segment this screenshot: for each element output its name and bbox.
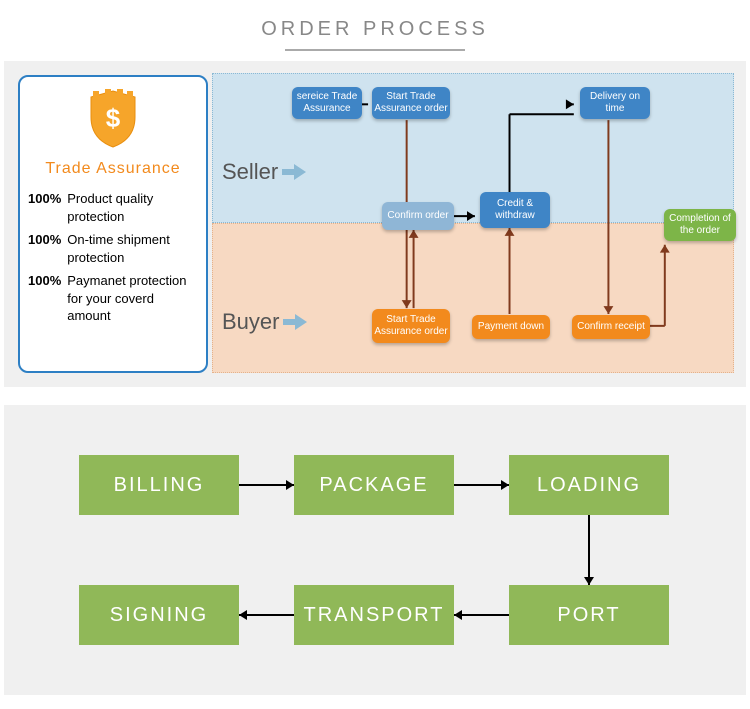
flow-node: Credit & withdraw [480,192,550,228]
flow-node: Confirm order [382,202,454,230]
buyer-band [212,223,734,373]
flow-node: Start Trade Assurance order [372,87,450,119]
seller-band [212,73,734,223]
flow-node: Payment down [472,315,550,339]
arrow-icon [283,317,309,327]
step-box: PACKAGE [294,455,454,515]
step-box: TRANSPORT [294,585,454,645]
step-box: PORT [509,585,669,645]
step-box: BILLING [79,455,239,515]
trade-assurance-title: Trade Assurance [28,160,198,178]
flow-node: Start Trade Assurance order [372,309,450,343]
trade-assurance-panel: Seller Buyer $ Trade Assurance 100% [4,61,746,387]
shipping-steps-panel: BILLING PACKAGE LOADING PORT TRANSPORT SIGNIN… [4,405,746,695]
buyer-label: Buyer [222,309,309,335]
step-box: SIGNING [79,585,239,645]
flow-node: sereice Trade Assurance [292,87,362,119]
bullet-item: 100% On-time shipment protection [28,231,198,266]
seller-label: Seller [222,159,308,185]
step-box: LOADING [509,455,669,515]
bullet-item: 100% Product quality protection [28,190,198,225]
step-arrows [4,405,746,695]
svg-text:$: $ [106,103,121,133]
trade-assurance-card: $ Trade Assurance 100% Product quality p… [18,75,208,373]
bullet-item: 100% Paymanet protection for your coverd… [28,272,198,325]
arrow-icon [282,167,308,177]
page-title: ORDER PROCESS [0,0,750,49]
flow-node: Completion of the order [664,209,736,241]
flow-node: Delivery on time [580,87,650,119]
shield-icon: $ [28,87,198,156]
flow-node: Confirm receipt [572,315,650,339]
title-underline [285,49,465,51]
bullet-list: 100% Product quality protection 100% On-… [28,190,198,325]
